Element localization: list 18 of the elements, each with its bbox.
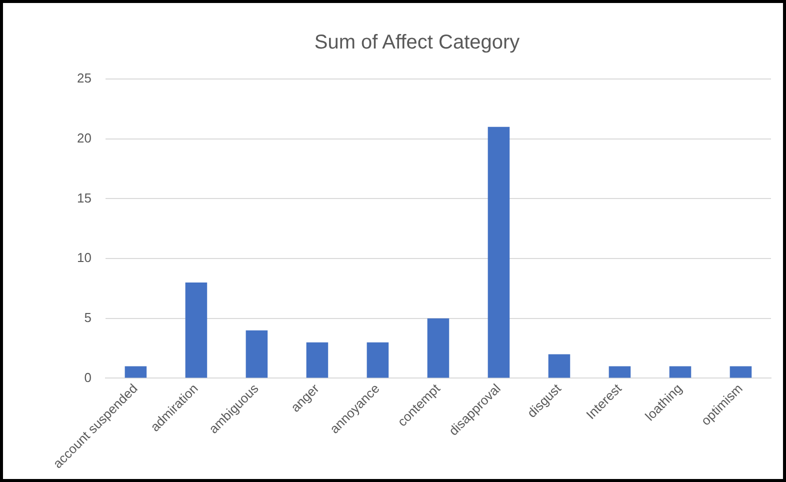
y-tick-label: 15 xyxy=(76,190,92,206)
bar xyxy=(246,330,268,378)
bar xyxy=(124,366,147,378)
y-tick-label: 5 xyxy=(84,310,92,325)
bar xyxy=(608,366,631,378)
bar xyxy=(548,354,570,378)
bar xyxy=(366,342,389,378)
bar xyxy=(669,366,692,378)
y-tick-label: 25 xyxy=(76,70,92,86)
chart-title: Sum of Affect Category xyxy=(314,32,520,54)
y-tick-label: 0 xyxy=(84,370,92,385)
bar xyxy=(730,366,752,378)
bar xyxy=(427,318,450,378)
bar xyxy=(488,126,510,378)
y-tick-label: 10 xyxy=(76,250,92,266)
bar xyxy=(306,342,328,378)
y-tick-label: 20 xyxy=(76,130,92,146)
bar xyxy=(185,282,208,378)
